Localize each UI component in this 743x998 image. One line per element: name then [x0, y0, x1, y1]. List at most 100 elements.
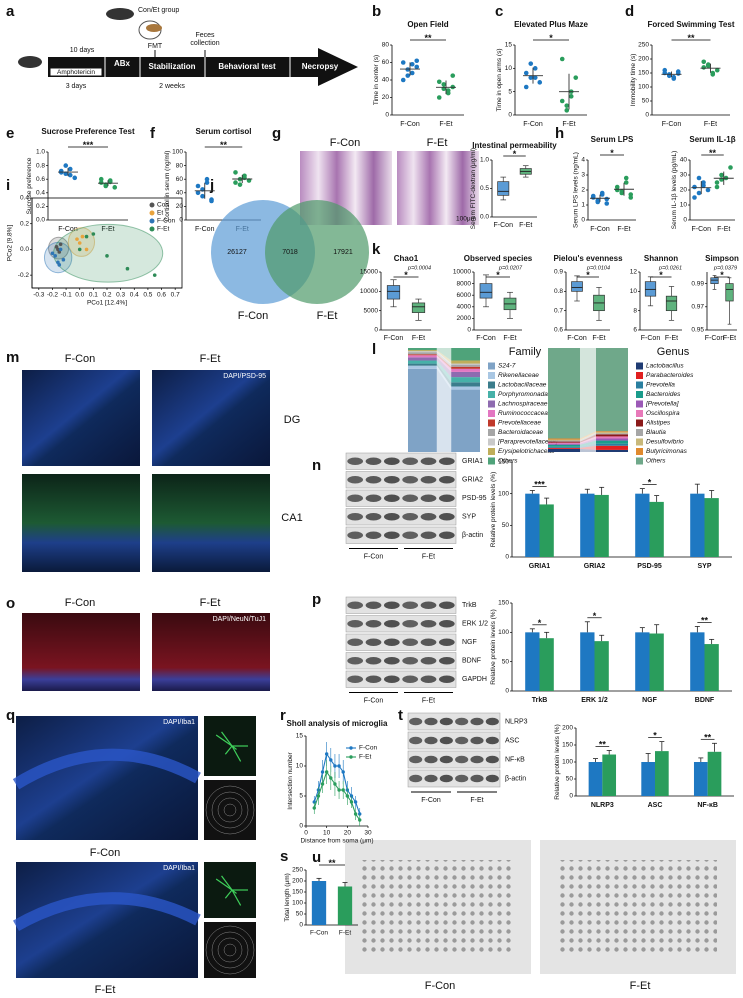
data-point [728, 165, 733, 170]
p-value: p=0.0104 [586, 265, 610, 271]
y-tick-label: 20 [680, 187, 688, 194]
blot-band [409, 717, 423, 726]
data-point [341, 770, 345, 774]
sig-label: * [610, 148, 614, 158]
data-point [353, 800, 358, 804]
y-tick-label: 0.6 [36, 176, 45, 183]
bar-segment [408, 354, 437, 356]
y-tick-label: 2 [581, 187, 585, 194]
x-tick-label: F-Con [567, 335, 587, 342]
group-label: F-Con [65, 597, 96, 609]
blot-band [383, 457, 400, 465]
sholl-ring [223, 803, 237, 817]
blot-band [420, 601, 437, 609]
x-tick-label: F-Et [562, 121, 575, 128]
x-tick-label: F-Con [476, 335, 496, 342]
mouse-icon [18, 56, 42, 68]
phase: ABx [114, 59, 131, 68]
x-tick-label: NF-κB [697, 802, 718, 809]
legend-swatch [488, 448, 495, 455]
sig-label: * [513, 149, 517, 159]
y-tick-label: 0 [683, 217, 687, 224]
bar-segment [596, 436, 628, 439]
blot-band [424, 736, 438, 745]
sig-label: * [659, 270, 663, 280]
panel-letter: c [495, 3, 503, 20]
blot-band [409, 774, 423, 783]
y-tick-label: 0 [299, 922, 303, 929]
legend-swatch [636, 438, 643, 446]
bar-segment [596, 434, 628, 437]
data-point [80, 234, 85, 239]
legend-swatch [636, 381, 643, 389]
flow [580, 438, 596, 445]
data-point [414, 58, 420, 64]
bar-segment [408, 365, 437, 369]
data-point [349, 800, 354, 804]
y-tick-label: 1.0 [480, 157, 489, 164]
data-point [63, 171, 69, 177]
y-tick-label: 0 [505, 554, 509, 561]
bar [635, 632, 650, 691]
legend-label: Et [157, 210, 163, 217]
legend-marker [349, 746, 353, 750]
x-tick-label: F-Et [412, 335, 425, 342]
blot-band [420, 457, 437, 465]
flow [436, 350, 452, 364]
data-point [599, 192, 605, 197]
sig-label: * [593, 611, 597, 621]
data-point [337, 788, 341, 792]
bar-segment [408, 357, 437, 361]
series-line [313, 770, 361, 821]
legend-label: Erysipelotrichaceae [498, 448, 555, 455]
blot-band [383, 657, 400, 665]
y-tick-label: 0.4 [36, 190, 45, 197]
bar-segment [451, 360, 480, 364]
sig-label: ** [687, 33, 695, 43]
blot-band [424, 774, 438, 783]
bar-segment [408, 355, 437, 358]
venn-count: 17921 [333, 249, 353, 256]
bar [580, 493, 595, 557]
data-point [77, 241, 82, 245]
legend-marker [149, 210, 155, 216]
blot-label: GAPDH [462, 676, 487, 683]
data-point [329, 758, 333, 762]
legend-marker [149, 202, 155, 208]
data-point [125, 266, 130, 271]
group-ellipse [43, 241, 73, 274]
x-tick-label: F-Et [101, 226, 114, 233]
chart-title: Open Field [407, 20, 448, 29]
sig-label: *** [534, 480, 545, 490]
y-axis-label: Sucrose preference [26, 157, 33, 214]
data-point [333, 782, 337, 786]
x-tick-label: F-Et [592, 335, 605, 342]
blot-band [383, 476, 400, 484]
legend-label: Desulfovibrio [646, 439, 684, 446]
legend-swatch [636, 448, 643, 455]
legend-label: S24-7 [498, 363, 516, 370]
legend-label: Rikenellaceae [498, 372, 539, 379]
bar [690, 632, 705, 691]
x-tick-label: NLRP3 [591, 802, 614, 809]
bar-segment [451, 368, 480, 372]
blot-band [420, 476, 437, 484]
blot-band [438, 476, 455, 484]
box [571, 281, 583, 292]
blot-band [383, 531, 400, 539]
x-tick-label: F-Con [400, 121, 420, 128]
blot-band [365, 531, 382, 539]
bar-segment [408, 352, 437, 355]
blot-band [347, 657, 364, 665]
x-tick-label: F-Con [58, 226, 78, 233]
bar-segment [596, 443, 628, 446]
panel-letter: o [6, 595, 15, 612]
y-tick-label: 150 [498, 459, 509, 466]
bar [655, 751, 669, 796]
bar-segment [548, 439, 580, 441]
blot-band [365, 620, 382, 628]
blot-band [424, 717, 438, 726]
data-point [701, 65, 707, 70]
bar [635, 493, 650, 557]
bar [525, 632, 540, 691]
